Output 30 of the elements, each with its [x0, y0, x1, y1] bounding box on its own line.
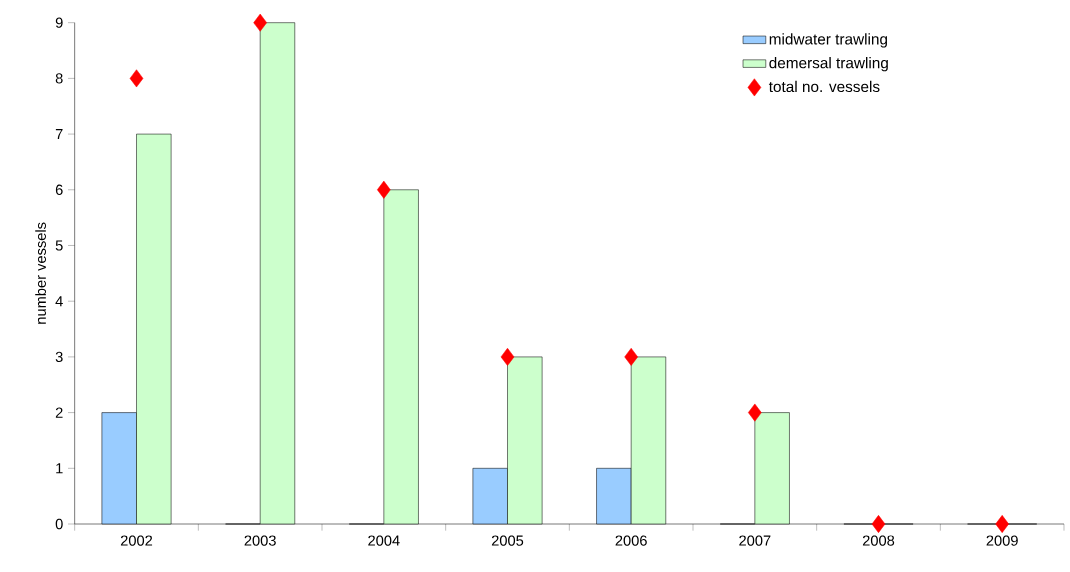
y-tick-label: 3	[55, 351, 63, 363]
y-tick-label: 4	[55, 296, 63, 307]
legend-label: demersal trawling	[769, 57, 888, 72]
y-tick-label: 0	[55, 518, 63, 530]
x-tick-label: 2009	[986, 535, 1018, 546]
point	[624, 347, 638, 366]
point	[129, 69, 144, 88]
point	[377, 180, 391, 199]
point	[995, 515, 1009, 533]
y-tick-label: 8	[55, 73, 63, 84]
x-tick-label: 2003	[244, 535, 276, 546]
x-tick-label: 2008	[862, 535, 895, 546]
y-tick-label: 2	[55, 407, 63, 418]
y-tick-label: 5	[55, 240, 63, 251]
y-tick-label: 7	[55, 129, 63, 140]
point	[500, 347, 515, 366]
point	[871, 515, 886, 533]
legend-label: total no. vessels	[768, 80, 880, 93]
x-tick-label: 2006	[615, 535, 647, 546]
point	[748, 403, 762, 422]
legend-label: midwater trawling	[769, 33, 887, 48]
x-tick-label: 2005	[491, 535, 524, 546]
y-tick-label: 1	[56, 463, 63, 474]
y-axis-title: number vessels	[35, 222, 46, 324]
y-tick-label: 9	[55, 17, 63, 28]
x-tick-label: 2002	[120, 535, 153, 546]
x-tick-label: 2004	[368, 535, 400, 546]
point	[253, 13, 267, 32]
y-tick-label: 6	[55, 184, 63, 195]
x-tick-label: 2007	[739, 535, 771, 546]
